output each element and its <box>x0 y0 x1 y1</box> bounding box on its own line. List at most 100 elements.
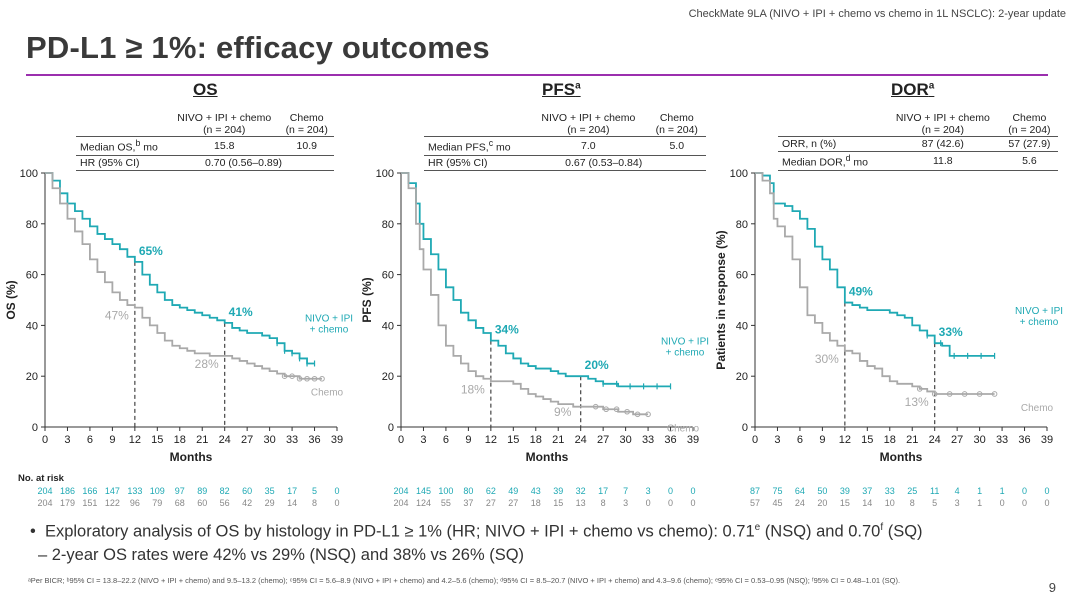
os-annotation-nivo: 41% <box>229 305 253 319</box>
pfs-y-tick-label: 100 <box>376 168 394 180</box>
os-series-nivo-line <box>45 172 315 365</box>
pfs-annotation-nivo: 20% <box>585 358 609 372</box>
dor-annotation-chemo: 13% <box>905 395 929 409</box>
pfs-annotation-nivo: 34% <box>495 323 519 337</box>
dor-x-tick-label: 15 <box>861 434 873 446</box>
dor-x-tick-label: 39 <box>1041 434 1053 446</box>
dor-at-risk-value: 57 <box>750 498 760 508</box>
dor-at-risk-value: 75 <box>772 486 782 496</box>
os-censor-mark <box>296 375 303 382</box>
dor-at-risk-value: 3 <box>955 498 960 508</box>
os-censor-mark <box>281 373 288 379</box>
dor-x-tick-label: 6 <box>797 434 803 446</box>
pfs-y-tick-label: 40 <box>382 320 394 332</box>
os-x-tick-label: 39 <box>331 434 343 446</box>
os-at-risk-value: 14 <box>287 498 297 508</box>
pfs-series-label: NIVO + IPI <box>661 336 709 347</box>
pfs-at-risk-value: 3 <box>646 486 651 496</box>
os-censor-mark <box>319 375 325 382</box>
title-rule <box>26 74 1048 76</box>
os-at-risk-value: 8 <box>312 498 317 508</box>
dor-at-risk-value: 20 <box>817 498 827 508</box>
os-at-risk-value: 17 <box>287 486 297 496</box>
dor-x-tick-label: 0 <box>752 434 758 446</box>
pfs-x-tick-label: 33 <box>642 434 654 446</box>
pfs-at-risk-value: 0 <box>668 498 673 508</box>
dor-annotation-nivo: 33% <box>939 325 963 339</box>
pfs-censor-mark <box>603 406 609 413</box>
dor-censor-mark <box>931 391 938 397</box>
dor-at-risk-value: 4 <box>955 486 960 496</box>
dor-at-risk-value: 11 <box>930 486 939 496</box>
pfs-x-tick-label: 9 <box>465 434 471 446</box>
dor-censor-mark <box>916 386 923 392</box>
dor-annotation-chemo: 30% <box>815 352 839 366</box>
dor-at-risk-value: 87 <box>750 486 760 496</box>
pfs-at-risk-value: 124 <box>416 498 431 508</box>
dor-at-risk-value: 5 <box>932 498 937 508</box>
pfs-at-risk-value: 62 <box>486 486 496 496</box>
os-at-risk-value: 60 <box>197 498 207 508</box>
pfs-x-tick-label: 3 <box>420 434 426 446</box>
pfs-censor-mark <box>645 411 651 418</box>
pfs-at-risk-value: 0 <box>690 486 695 496</box>
os-heading: OS <box>193 80 218 99</box>
os-at-risk-value: 147 <box>105 486 120 496</box>
dor-at-risk-value: 14 <box>862 498 872 508</box>
os-at-risk-value: 5 <box>312 486 317 496</box>
pfs-series-nivo-line <box>401 172 671 388</box>
pfs-at-risk-value: 39 <box>553 486 563 496</box>
pfs-at-risk-value: 204 <box>393 498 408 508</box>
pfs-x-tick-label: 24 <box>575 434 587 446</box>
os-stat-table: NIVO + IPI + chemo Chemo (n = 204) (n = 20… <box>76 112 334 171</box>
pfs-series-label: + chemo <box>666 347 705 358</box>
dor-y-tick-label: 60 <box>736 270 748 282</box>
pfs-annotation-chemo: 18% <box>461 382 485 396</box>
dor-at-risk-value: 1 <box>1000 486 1005 496</box>
pfs-series-chemo-line <box>401 172 649 416</box>
pfs-at-risk-value: 0 <box>668 486 673 496</box>
pfs-censor-mark <box>592 403 599 410</box>
os-at-risk-value: 42 <box>242 498 252 508</box>
dor-y-label: Patients in response (%) <box>714 230 728 369</box>
os-at-risk-value: 29 <box>265 498 275 508</box>
pfs-x-tick-label: 18 <box>530 434 542 446</box>
dor-at-risk-value: 33 <box>885 486 895 496</box>
os-series-label: NIVO + IPI <box>305 313 353 324</box>
os-annotation-chemo: 28% <box>195 357 219 371</box>
os-x-tick-label: 0 <box>42 434 48 446</box>
pfs-at-risk-value: 55 <box>441 498 451 508</box>
dor-at-risk-value: 0 <box>1044 486 1049 496</box>
dor-at-risk-value: 24 <box>795 498 805 508</box>
os-x-tick-label: 24 <box>219 434 231 446</box>
pfs-at-risk-value: 43 <box>531 486 541 496</box>
page-number: 9 <box>1048 580 1056 595</box>
dor-heading: DORa <box>891 80 935 99</box>
pfs-x-tick-label: 0 <box>398 434 404 446</box>
dor-y-tick-label: 20 <box>736 371 748 383</box>
os-at-risk-value: 186 <box>60 486 75 496</box>
os-at-risk-value: 89 <box>197 486 207 496</box>
pfs-censor-mark <box>624 408 630 415</box>
pfs-at-risk-value: 15 <box>553 498 563 508</box>
pfs-at-risk-value: 17 <box>598 486 608 496</box>
os-at-risk-value: 122 <box>105 498 120 508</box>
os-x-tick-label: 27 <box>241 434 253 446</box>
os-at-risk-value: 204 <box>37 486 52 496</box>
os-censor-mark <box>311 375 318 382</box>
dor-at-risk-value: 37 <box>862 486 872 496</box>
pfs-y-tick-label: 60 <box>382 270 394 282</box>
pfs-censor-mark <box>613 406 620 413</box>
pfs-y-tick-label: 80 <box>382 219 394 231</box>
dor-at-risk-value: 64 <box>795 486 805 496</box>
pfs-at-risk-value: 0 <box>690 498 695 508</box>
os-series-label: + chemo <box>310 324 349 335</box>
dor-at-risk-value: 0 <box>1022 486 1027 496</box>
footnote: ᵃPer BICR; ᵇ95% CI = 13.8–22.2 (NIVO + I… <box>28 576 901 585</box>
pfs-x-tick-label: 6 <box>443 434 449 446</box>
dor-x-tick-label: 12 <box>839 434 851 446</box>
dor-at-risk-value: 1 <box>977 498 982 508</box>
dor-at-risk-value: 1 <box>977 486 982 496</box>
pfs-x-tick-label: 15 <box>507 434 519 446</box>
